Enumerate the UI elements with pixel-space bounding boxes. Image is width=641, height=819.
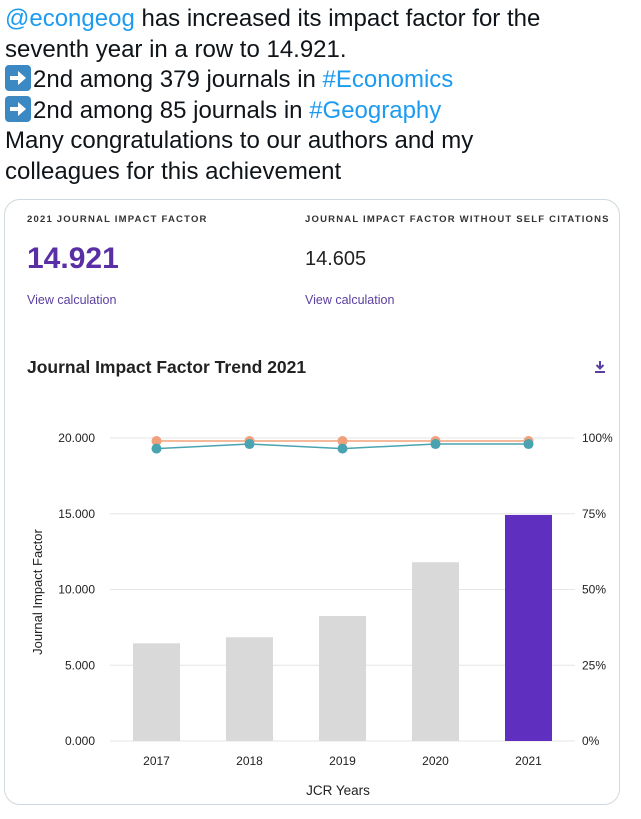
tweet-line-3-text: 2nd among 379 journals in	[33, 66, 323, 93]
y2-tick-label: 0%	[582, 734, 600, 748]
right-arrow-emoji-icon	[5, 95, 31, 122]
jif-no-self-value: 14.605	[305, 248, 367, 270]
tweet-line-2: seventh year in a row to 14.921.	[5, 35, 347, 63]
tweet-line-5: Many congratulations to our authors and …	[5, 127, 474, 154]
bars	[133, 514, 552, 741]
percentage-lines	[151, 436, 534, 454]
x-axis-title: JCR Years	[306, 783, 370, 798]
series-2-point	[430, 439, 441, 450]
series-2-point	[337, 443, 348, 454]
jif-no-self-label: JOURNAL IMPACT FACTOR WITHOUT SELF CITAT…	[305, 214, 610, 225]
y2-tick-label: 100%	[582, 431, 613, 445]
series-2-point	[151, 443, 162, 454]
x-tick-label: 2021	[515, 754, 542, 768]
media-card[interactable]: 2021 JOURNAL IMPACT FACTOR 14.921 View c…	[4, 199, 620, 805]
series-2-point	[244, 439, 255, 450]
mention-link[interactable]: @econgeog	[5, 5, 135, 32]
tweet-line-1: @econgeog has increased its impact facto…	[5, 4, 635, 35]
bar-2020	[412, 562, 459, 741]
y2-tick-label: 75%	[582, 507, 606, 521]
download-icon[interactable]	[594, 360, 606, 374]
y-tick-label: 15.000	[58, 507, 95, 521]
x-tick-label: 2017	[143, 754, 170, 768]
hashtag-geography-link[interactable]: #Geography	[309, 96, 442, 124]
x-tick-label: 2020	[422, 754, 449, 768]
jif-view-calculation-link[interactable]: View calculation	[27, 293, 117, 307]
y2-tick-label: 50%	[582, 583, 606, 597]
y-tick-label: 5.000	[65, 658, 95, 672]
y-tick-label: 0.000	[65, 734, 95, 748]
bar-2018	[226, 637, 273, 741]
series-1-point	[337, 436, 348, 447]
y-axis-title: Journal Impact Factor	[30, 528, 45, 654]
jif-label: 2021 JOURNAL IMPACT FACTOR	[27, 214, 208, 225]
tweet-line-6: colleagues for this achievement	[5, 157, 342, 185]
y2-tick-label: 25%	[582, 658, 606, 672]
bar-2021	[505, 514, 552, 741]
jif-no-self-view-calculation-link[interactable]: View calculation	[305, 293, 395, 307]
jif-value: 14.921	[27, 242, 119, 275]
tweet-text: @econgeog has increased its impact facto…	[5, 4, 635, 187]
tweet-line-4: 2nd among 85 journals in #Geography	[5, 95, 635, 127]
tweet-line-1-text: has increased its impact factor for the	[134, 5, 541, 32]
y-tick-label: 20.000	[58, 431, 95, 445]
tweet-line-3: 2nd among 379 journals in #Economics	[5, 65, 635, 96]
hashtag-economics-link[interactable]: #Economics	[322, 66, 454, 93]
bar-2019	[319, 616, 366, 741]
series-1-point	[151, 436, 162, 447]
bar-2017	[133, 643, 180, 741]
tweet-line-4-text: 2nd among 85 journals in	[33, 96, 310, 124]
x-tick-label: 2019	[329, 754, 356, 768]
trend-title: Journal Impact Factor Trend 2021	[27, 357, 307, 377]
right-arrow-emoji-icon	[5, 65, 31, 91]
impact-factor-trend-chart: 0.000 5.000 10.000 15.000 20.000 0% 25% 50% 75% 1…	[30, 431, 613, 798]
series-2-point	[523, 439, 534, 450]
x-tick-label: 2018	[236, 754, 263, 768]
axes: 0.000 5.000 10.000 15.000 20.000 0% 25% 50% 75% 1…	[58, 431, 613, 768]
y-tick-label: 10.000	[58, 583, 95, 597]
